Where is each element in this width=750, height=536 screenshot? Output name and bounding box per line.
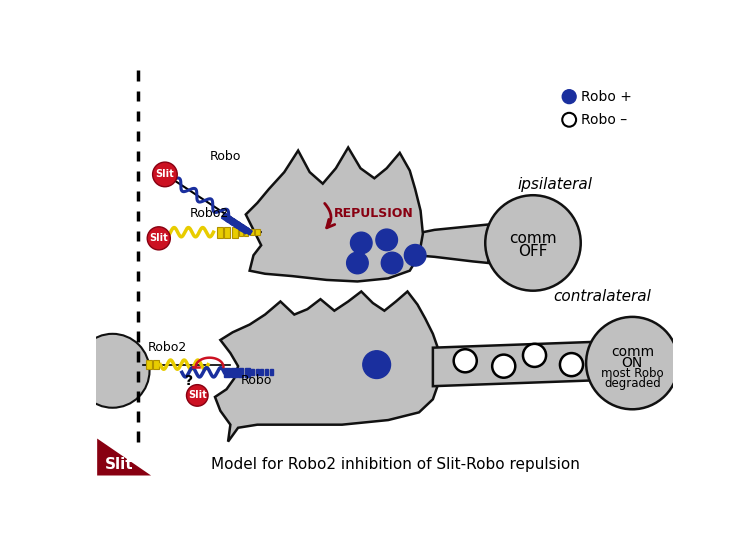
FancyArrowPatch shape	[325, 203, 334, 228]
PathPatch shape	[246, 147, 423, 281]
Text: Slit: Slit	[149, 233, 168, 243]
Text: Robo –: Robo –	[581, 113, 628, 126]
Text: Model for Robo2 inhibition of Slit-Robo repulsion: Model for Robo2 inhibition of Slit-Robo …	[211, 457, 580, 472]
Bar	[221, 213, 231, 222]
Text: Slit: Slit	[188, 390, 207, 400]
Bar	[251, 369, 254, 375]
Bar	[217, 227, 223, 237]
Bar	[239, 225, 249, 234]
Bar	[265, 369, 268, 375]
Circle shape	[560, 353, 583, 376]
Text: ?: ?	[185, 374, 193, 388]
Circle shape	[76, 334, 149, 408]
Circle shape	[586, 317, 679, 410]
Bar	[255, 229, 260, 235]
Bar	[250, 229, 254, 235]
Bar	[232, 227, 238, 237]
Text: degraded: degraded	[604, 377, 661, 390]
Text: contralateral: contralateral	[554, 289, 652, 304]
Text: most Robo: most Robo	[601, 367, 664, 381]
Text: Slit: Slit	[105, 457, 134, 472]
Circle shape	[562, 90, 576, 103]
Bar	[270, 369, 273, 375]
PathPatch shape	[416, 225, 488, 263]
Bar	[231, 368, 236, 377]
Text: ipsilateral: ipsilateral	[518, 177, 593, 192]
Circle shape	[485, 195, 580, 291]
Circle shape	[346, 252, 368, 274]
Text: Robo: Robo	[209, 150, 241, 163]
Bar	[256, 369, 259, 375]
Circle shape	[363, 351, 391, 378]
Circle shape	[147, 227, 170, 250]
Bar	[245, 228, 252, 235]
Circle shape	[492, 355, 515, 378]
Text: Robo2: Robo2	[190, 207, 229, 220]
Bar	[242, 226, 250, 233]
Circle shape	[350, 232, 372, 254]
PathPatch shape	[433, 341, 604, 386]
Text: Slit: Slit	[155, 169, 174, 180]
Circle shape	[454, 349, 477, 373]
Text: comm: comm	[509, 231, 556, 246]
Bar	[154, 360, 159, 369]
Circle shape	[187, 385, 208, 406]
Text: ON: ON	[622, 356, 643, 370]
Circle shape	[376, 229, 398, 251]
Text: REPULSION: REPULSION	[334, 207, 414, 220]
Text: comm: comm	[610, 345, 654, 359]
Text: Robo +: Robo +	[581, 90, 632, 103]
PathPatch shape	[215, 292, 440, 442]
Bar	[235, 221, 244, 231]
Bar	[238, 228, 243, 236]
Circle shape	[381, 252, 403, 274]
Circle shape	[562, 113, 576, 126]
Bar	[230, 219, 240, 228]
Circle shape	[523, 344, 546, 367]
Bar	[224, 368, 230, 377]
Bar	[245, 368, 250, 377]
Text: Robo2: Robo2	[148, 341, 188, 354]
Circle shape	[152, 162, 177, 187]
Bar	[226, 216, 236, 225]
Circle shape	[404, 244, 426, 266]
Bar	[224, 227, 230, 237]
Bar	[260, 369, 263, 375]
Bar	[244, 228, 248, 236]
Polygon shape	[98, 438, 151, 475]
Bar	[238, 368, 244, 377]
Bar	[146, 360, 152, 369]
Text: Robo: Robo	[241, 374, 272, 387]
Text: OFF: OFF	[518, 244, 548, 259]
